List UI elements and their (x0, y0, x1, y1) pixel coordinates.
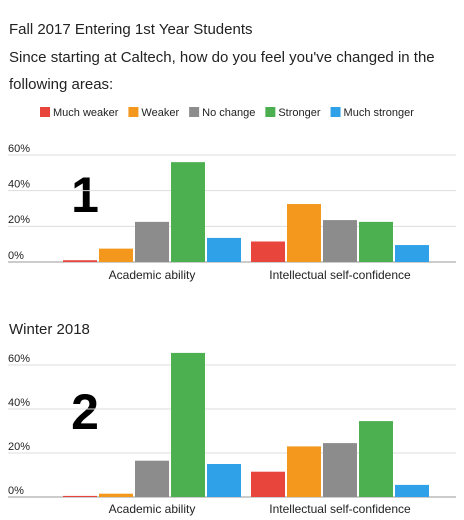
legend-label: Stronger (278, 107, 321, 119)
bar (171, 352, 205, 497)
x-tick-label: Academic ability (109, 502, 196, 516)
bar (135, 460, 169, 497)
legend-label: Weaker (141, 107, 179, 119)
chart-title: Fall 2017 Entering 1st Year Students (9, 21, 253, 38)
chart-title: Winter 2018 (9, 321, 90, 338)
bar (207, 464, 241, 497)
legend-swatch (189, 107, 200, 117)
bar (207, 237, 241, 262)
annotation: 2 (71, 384, 99, 440)
annotation: 1 (71, 167, 99, 223)
y-tick-label: 40% (8, 179, 30, 191)
bar (63, 495, 97, 497)
y-tick-label: 20% (8, 441, 30, 453)
bar (63, 260, 97, 262)
bar (323, 443, 357, 497)
y-tick-label: 60% (8, 143, 30, 155)
bar (171, 162, 205, 262)
x-tick-label: Intellectual self-confidence (269, 268, 411, 282)
legend-label: Much stronger (344, 107, 415, 119)
bar (323, 220, 357, 262)
chart-subtitle: Since starting at Caltech, how do you fe… (9, 49, 435, 93)
legend-label: Much weaker (53, 107, 119, 119)
x-tick-label: Academic ability (109, 268, 196, 282)
y-tick-label: 0% (8, 250, 24, 262)
bar (251, 471, 285, 497)
bar (287, 446, 321, 497)
y-tick-label: 40% (8, 397, 30, 409)
bar (99, 248, 133, 262)
legend-swatch (265, 107, 276, 117)
bar (287, 204, 321, 262)
y-tick-label: 0% (8, 485, 24, 497)
bar (359, 221, 393, 262)
bar (99, 493, 133, 497)
bar (135, 221, 169, 262)
bar (395, 484, 429, 497)
legend-swatch (40, 107, 50, 117)
bar (251, 241, 285, 262)
x-tick-label: Intellectual self-confidence (269, 502, 411, 516)
legend-swatch (330, 107, 341, 117)
legend-swatch (128, 107, 139, 117)
y-tick-label: 60% (8, 353, 30, 365)
bar (359, 421, 393, 497)
bar (395, 245, 429, 262)
legend-label: No change (202, 107, 255, 119)
y-tick-label: 20% (8, 214, 30, 226)
